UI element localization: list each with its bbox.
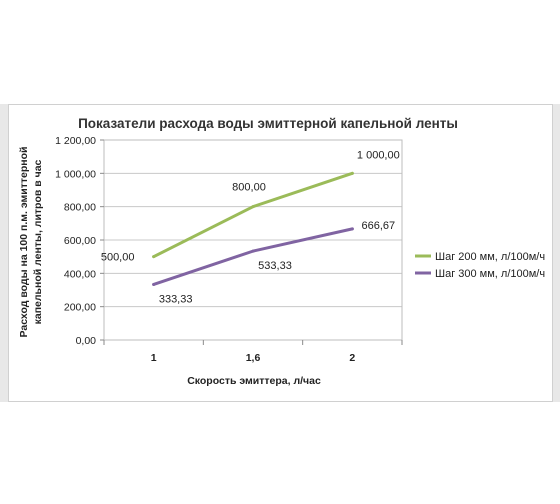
- data-label: 533,33: [258, 260, 292, 272]
- y-tick-label: 1 200,00: [55, 135, 96, 147]
- x-tick-label: 1: [151, 352, 157, 364]
- x-axis-label: Скорость эмиттера, л/час: [187, 375, 321, 387]
- y-tick-label: 1 000,00: [55, 168, 96, 180]
- data-point: [251, 249, 255, 253]
- data-point: [350, 171, 354, 175]
- data-label: 800,00: [232, 182, 266, 194]
- data-label: 666,67: [362, 220, 396, 232]
- y-tick-label: 200,00: [64, 302, 96, 314]
- data-point: [251, 205, 255, 209]
- legend: Шаг 200 мм, л/100м/ч Шаг 300 мм, л/100м/ч: [415, 251, 545, 280]
- y-tick-label: 400,00: [64, 268, 96, 280]
- y-axis-label-line-1: Расход воды на 100 п.м. эмиттерной: [18, 146, 30, 337]
- y-axis-ticks: 0,00 200,00 400,00 600,00 800,00 1 000,00 1 20…: [55, 135, 104, 347]
- y-tick-label: 600,00: [64, 235, 96, 247]
- x-axis-ticks: 1 1,6 2: [103, 340, 403, 364]
- series-group: 500,00 800,00 1 000,00 333,33 533,33 666,67: [101, 149, 400, 305]
- x-tick-label: 2: [349, 352, 355, 364]
- chart-card: [8, 104, 553, 402]
- data-point: [152, 255, 156, 259]
- data-label: 333,33: [159, 293, 193, 305]
- data-point: [152, 282, 156, 286]
- x-tick-label: 1,6: [246, 352, 261, 364]
- legend-label-1: Шаг 200 мм, л/100м/ч: [435, 251, 545, 263]
- y-tick-label: 800,00: [64, 202, 96, 214]
- chart-title: Показатели расхода воды эмиттерной капел…: [78, 116, 458, 131]
- data-label: 1 000,00: [357, 149, 400, 161]
- y-axis-label-line-2: капельной ленты, литров в час: [32, 159, 44, 324]
- gridlines: [104, 139, 402, 341]
- data-point: [350, 227, 354, 231]
- series-line-2: [152, 227, 354, 286]
- legend-label-2: Шаг 300 мм, л/100м/ч: [435, 268, 545, 280]
- data-label: 500,00: [101, 252, 135, 264]
- y-tick-label: 0,00: [76, 335, 97, 347]
